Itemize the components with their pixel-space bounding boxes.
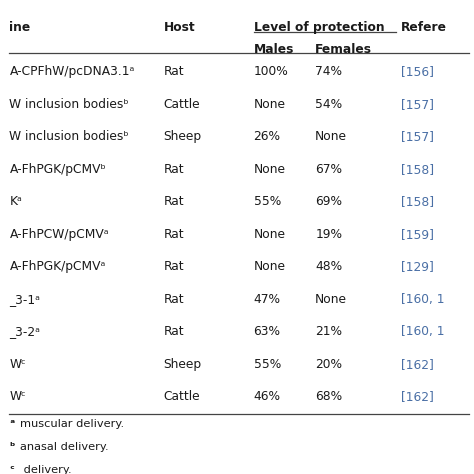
Text: Rat: Rat: [164, 65, 184, 78]
Text: 48%: 48%: [315, 260, 342, 273]
Text: Cattle: Cattle: [164, 390, 200, 403]
Text: 55%: 55%: [254, 358, 281, 371]
Text: Sheep: Sheep: [164, 358, 201, 371]
Text: _3-2ᵃ: _3-2ᵃ: [9, 325, 40, 338]
Text: 69%: 69%: [315, 195, 342, 208]
Text: A-FhPCW/pCMVᵃ: A-FhPCW/pCMVᵃ: [9, 228, 109, 241]
Text: [158]: [158]: [401, 195, 434, 208]
Text: Wᶜ: Wᶜ: [9, 390, 26, 403]
Text: None: None: [254, 228, 286, 241]
Text: 20%: 20%: [315, 358, 342, 371]
Text: A-CPFhW/pcDNA3.1ᵃ: A-CPFhW/pcDNA3.1ᵃ: [9, 65, 135, 78]
Text: Host: Host: [164, 21, 195, 34]
Text: None: None: [315, 130, 347, 143]
Text: 63%: 63%: [254, 325, 281, 338]
Text: 55%: 55%: [254, 195, 281, 208]
Text: 54%: 54%: [315, 98, 342, 111]
Text: Wᶜ: Wᶜ: [9, 358, 26, 371]
Text: Rat: Rat: [164, 163, 184, 176]
Text: muscular delivery.: muscular delivery.: [20, 419, 124, 429]
Text: 19%: 19%: [315, 228, 342, 241]
Text: Rat: Rat: [164, 195, 184, 208]
Text: Kᵃ: Kᵃ: [9, 195, 22, 208]
Text: None: None: [254, 98, 286, 111]
Text: 46%: 46%: [254, 390, 281, 403]
Text: Sheep: Sheep: [164, 130, 201, 143]
Text: Rat: Rat: [164, 260, 184, 273]
Text: ᵃ: ᵃ: [9, 419, 15, 429]
Text: Rat: Rat: [164, 293, 184, 306]
Text: 100%: 100%: [254, 65, 288, 78]
Text: Refere: Refere: [401, 21, 447, 34]
Text: Cattle: Cattle: [164, 98, 200, 111]
Text: delivery.: delivery.: [20, 465, 72, 474]
Text: [158]: [158]: [401, 163, 434, 176]
Text: None: None: [315, 293, 347, 306]
Text: [160, 1: [160, 1: [401, 325, 444, 338]
Text: Females: Females: [315, 43, 372, 55]
Text: [156]: [156]: [401, 65, 434, 78]
Text: ᶜ: ᶜ: [9, 465, 14, 474]
Text: A-FhPGK/pCMVᵃ: A-FhPGK/pCMVᵃ: [9, 260, 106, 273]
Text: 74%: 74%: [315, 65, 342, 78]
Text: None: None: [254, 163, 286, 176]
Text: _3-1ᵃ: _3-1ᵃ: [9, 293, 40, 306]
Text: W inclusion bodiesᵇ: W inclusion bodiesᵇ: [9, 98, 129, 111]
Text: [159]: [159]: [401, 228, 434, 241]
Text: W inclusion bodiesᵇ: W inclusion bodiesᵇ: [9, 130, 129, 143]
Text: 47%: 47%: [254, 293, 281, 306]
Text: Level of protection: Level of protection: [254, 21, 384, 34]
Text: 67%: 67%: [315, 163, 342, 176]
Text: [129]: [129]: [401, 260, 433, 273]
Text: ᵇ: ᵇ: [9, 442, 15, 452]
Text: Males: Males: [254, 43, 294, 55]
Text: A-FhPGK/pCMVᵇ: A-FhPGK/pCMVᵇ: [9, 163, 106, 176]
Text: anasal delivery.: anasal delivery.: [20, 442, 109, 452]
Text: None: None: [254, 260, 286, 273]
Text: 68%: 68%: [315, 390, 342, 403]
Text: 26%: 26%: [254, 130, 281, 143]
Text: [160, 1: [160, 1: [401, 293, 444, 306]
Text: [157]: [157]: [401, 98, 434, 111]
Text: [162]: [162]: [401, 390, 433, 403]
Text: Rat: Rat: [164, 325, 184, 338]
Text: Rat: Rat: [164, 228, 184, 241]
Text: 21%: 21%: [315, 325, 342, 338]
Text: ine: ine: [9, 21, 31, 34]
Text: [157]: [157]: [401, 130, 434, 143]
Text: [162]: [162]: [401, 358, 433, 371]
